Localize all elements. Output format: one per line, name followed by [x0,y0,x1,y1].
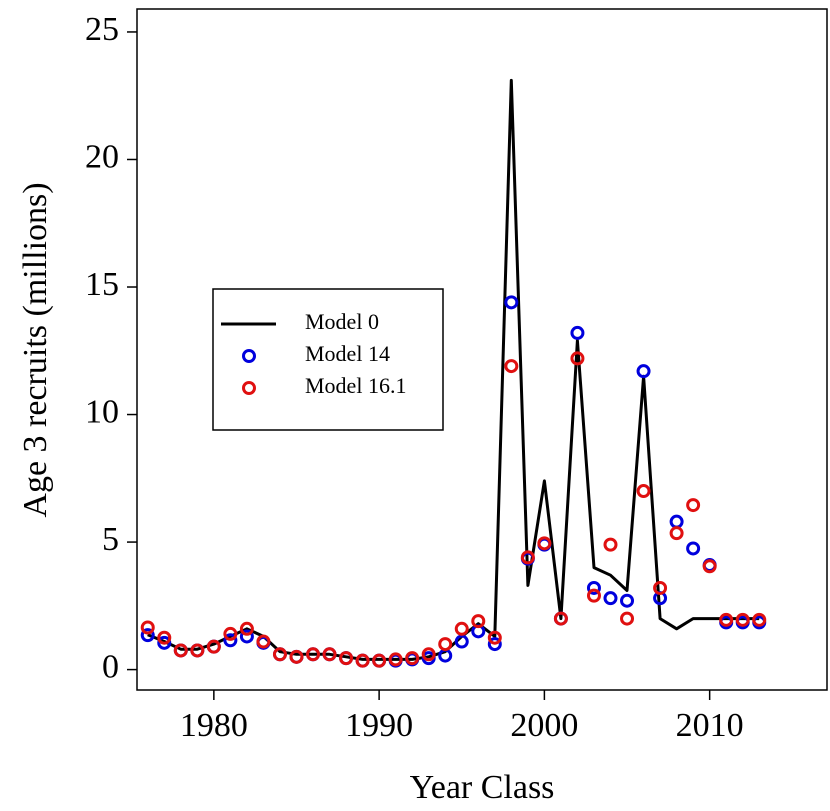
data-point [570,351,585,366]
data-point [421,647,436,662]
y-tick-label: 25 [85,11,119,48]
data-point [239,621,254,636]
data-point [289,649,304,664]
x-axis-label: Year Class [410,769,555,806]
data-point [405,651,420,666]
data-point [686,541,701,556]
data-point [553,611,568,626]
legend-label: Model 14 [305,341,390,366]
data-point [636,484,651,499]
data-point [206,639,221,654]
data-point [355,653,370,668]
legend-label: Model 0 [305,309,379,334]
data-point [686,498,701,513]
data-point [157,635,172,650]
data-point [669,526,684,541]
y-tick-label: 0 [102,648,119,685]
y-axis-label: Age 3 recruits (millions) [17,182,54,517]
data-point [372,653,387,668]
data-point [653,580,668,595]
data-point [669,514,684,529]
data-point [306,647,321,662]
data-point [322,647,337,662]
data-point [438,637,453,652]
plot-frame [136,8,828,691]
data-point [256,634,271,649]
legend-swatch [242,381,256,395]
data-point [157,630,172,645]
data-point [752,612,767,627]
y-tick-label: 20 [85,138,119,175]
data-point [603,537,618,552]
x-tick-label: 1990 [345,707,413,744]
data-point [272,647,287,662]
data-point [140,620,155,635]
data-point [520,550,535,565]
data-point [620,611,635,626]
data-point [603,591,618,606]
data-point [173,643,188,658]
data-point [140,628,155,643]
data-point [223,626,238,641]
data-point [570,325,585,340]
y-tick-label: 5 [102,521,119,558]
data-point [735,612,750,627]
data-point [471,614,486,629]
data-point [504,295,519,310]
data-point [190,643,205,658]
data-point [636,364,651,379]
x-tick-label: 2010 [676,707,744,744]
data-point [702,559,717,574]
data-point [487,630,502,645]
x-tick-label: 2000 [510,707,578,744]
data-point [487,637,502,652]
x-tick-label: 1980 [180,707,248,744]
data-point [620,593,635,608]
y-tick-label: 10 [85,393,119,430]
data-point [239,629,254,644]
legend-label: Model 16.1 [305,373,406,398]
data-point [223,633,238,648]
data-point [504,359,519,374]
data-point [586,588,601,603]
data-point [586,580,601,595]
data-point [454,621,469,636]
legend-swatch [242,349,256,363]
y-tick-label: 15 [85,266,119,303]
data-point [339,651,354,666]
data-point [388,652,403,667]
data-point [719,612,734,627]
data-point [454,634,469,649]
data-point [537,536,552,551]
